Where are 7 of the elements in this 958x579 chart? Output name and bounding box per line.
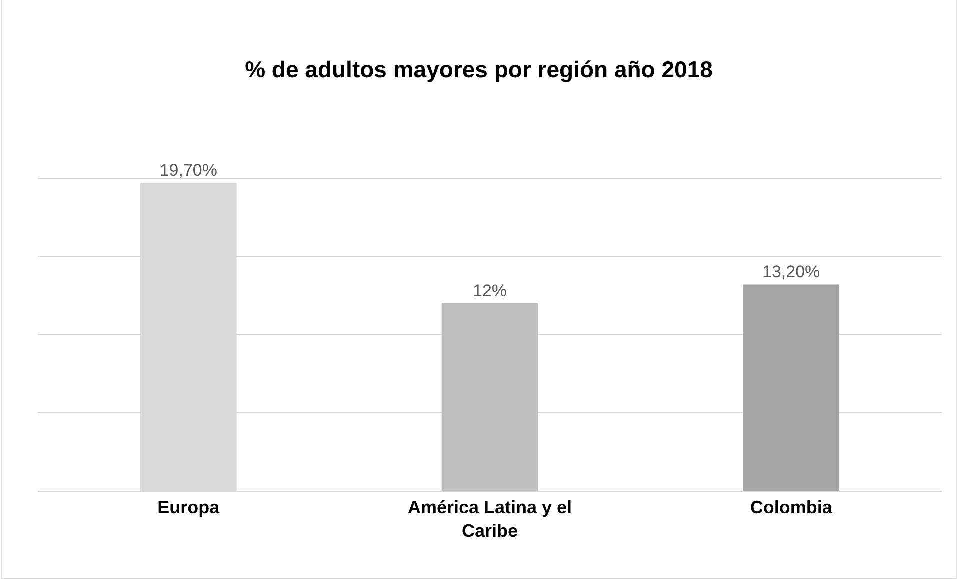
chart-title: % de adultos mayores por región año 2018 <box>245 56 714 83</box>
x-tick-label: Europa <box>158 498 221 518</box>
data-label: 19,70% <box>160 161 218 180</box>
data-label: 13,20% <box>762 262 820 282</box>
x-tick-label: América Latina y el Caribe <box>408 498 572 541</box>
x-tick-label: Colombia <box>750 498 834 518</box>
data-label: 12% <box>472 281 508 300</box>
